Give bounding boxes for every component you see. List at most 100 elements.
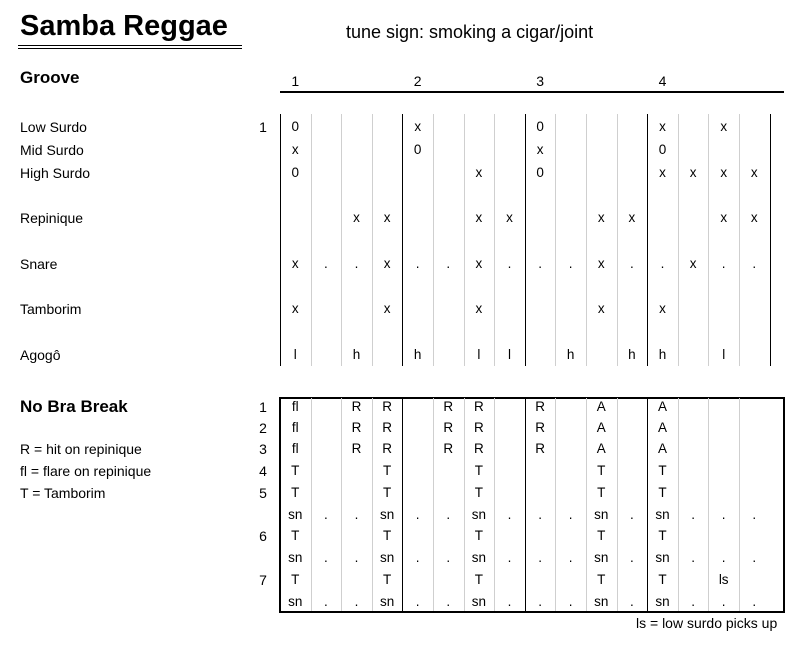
- note-cell: .: [507, 550, 512, 565]
- note-cell: .: [568, 507, 573, 522]
- grid-line: [769, 114, 771, 366]
- beat-label: 1: [291, 73, 300, 89]
- note-cell: x: [475, 210, 483, 225]
- grid-line: [524, 114, 526, 366]
- grid-line: [371, 398, 373, 611]
- grid-line: [555, 114, 557, 366]
- note-cell: x: [291, 256, 299, 271]
- note-cell: sn: [655, 507, 670, 522]
- note-cell: T: [597, 485, 606, 500]
- note-cell: .: [354, 507, 359, 522]
- note-cell: .: [324, 550, 328, 565]
- note-cell: T: [291, 528, 300, 543]
- grid-line: [708, 114, 710, 366]
- note-cell: T: [474, 572, 484, 587]
- note-cell: sn: [379, 550, 395, 565]
- break-row-number: 1: [259, 399, 267, 415]
- note-cell: .: [446, 507, 451, 522]
- note-cell: x: [659, 301, 666, 316]
- note-cell: R: [474, 399, 484, 414]
- break-row-number: 4: [259, 463, 267, 479]
- grid-line: [677, 114, 679, 366]
- beat-label: 4: [658, 73, 667, 89]
- grid-line: [433, 114, 434, 366]
- note-cell: .: [721, 550, 726, 565]
- note-cell: sn: [594, 550, 609, 565]
- note-cell: R: [351, 441, 362, 456]
- note-cell: sn: [379, 594, 395, 609]
- note-cell: A: [657, 399, 667, 414]
- note-cell: .: [354, 256, 359, 271]
- note-cell: R: [535, 420, 545, 435]
- note-cell: x: [628, 210, 636, 225]
- note-cell: T: [382, 528, 392, 543]
- note-cell: .: [721, 507, 726, 522]
- break-row-number: 5: [259, 485, 267, 501]
- note-cell: 0: [536, 119, 544, 134]
- note-cell: T: [597, 572, 606, 587]
- note-cell: .: [324, 594, 328, 609]
- break-row-number: 6: [259, 528, 267, 544]
- note-cell: x: [475, 165, 483, 180]
- note-cell: T: [597, 463, 606, 478]
- grid-line: [341, 114, 343, 366]
- note-cell: .: [721, 594, 726, 609]
- grid-line: [739, 114, 740, 366]
- note-cell: h: [352, 347, 361, 362]
- note-cell: .: [538, 256, 542, 271]
- note-cell: T: [597, 528, 606, 543]
- note-cell: 0: [536, 165, 544, 180]
- instrument-label: Agogô: [20, 347, 61, 363]
- break-grid-border: [279, 397, 785, 613]
- note-cell: .: [446, 256, 451, 271]
- note-cell: T: [382, 463, 392, 478]
- note-cell: x: [659, 165, 666, 180]
- note-cell: h: [413, 347, 422, 362]
- note-cell: T: [291, 485, 300, 500]
- note-cell: sn: [288, 507, 303, 522]
- note-cell: .: [752, 507, 757, 522]
- note-cell: l: [293, 347, 297, 362]
- grid-line: [494, 114, 496, 366]
- grid-line: [433, 398, 434, 611]
- note-cell: ls: [718, 572, 729, 587]
- instrument-label: Low Surdo: [20, 119, 87, 135]
- note-cell: .: [691, 594, 695, 609]
- note-cell: l: [722, 347, 726, 362]
- note-cell: .: [507, 507, 512, 522]
- note-cell: fl: [291, 441, 299, 456]
- beat-label: 2: [413, 73, 422, 89]
- note-cell: .: [568, 256, 573, 271]
- footnote: ls = low surdo picks up: [636, 615, 778, 631]
- note-cell: 0: [413, 142, 422, 157]
- note-cell: R: [474, 420, 484, 435]
- note-cell: sn: [594, 594, 609, 609]
- grid-line: [708, 398, 710, 611]
- note-cell: R: [351, 420, 362, 435]
- break-row-number: 7: [259, 572, 267, 588]
- note-cell: .: [752, 256, 757, 271]
- beat-label: 3: [536, 73, 544, 89]
- note-cell: R: [443, 441, 454, 456]
- note-cell: T: [291, 572, 300, 587]
- note-cell: R: [382, 420, 392, 435]
- note-cell: x: [383, 256, 391, 271]
- note-cell: A: [596, 399, 606, 414]
- note-cell: T: [474, 485, 484, 500]
- note-cell: .: [691, 550, 695, 565]
- note-cell: x: [720, 165, 728, 180]
- grid-line: [555, 398, 557, 611]
- note-cell: x: [597, 301, 605, 316]
- note-cell: x: [597, 210, 605, 225]
- note-cell: x: [750, 210, 758, 225]
- note-cell: x: [414, 119, 422, 134]
- note-cell: A: [657, 420, 667, 435]
- note-cell: R: [443, 420, 454, 435]
- grid-line: [371, 114, 373, 366]
- note-cell: .: [415, 594, 420, 609]
- legend-tamborim: T = Tamborim: [20, 485, 106, 501]
- note-cell: .: [354, 550, 359, 565]
- note-cell: R: [443, 399, 454, 414]
- note-cell: .: [354, 594, 359, 609]
- note-cell: sn: [288, 594, 303, 609]
